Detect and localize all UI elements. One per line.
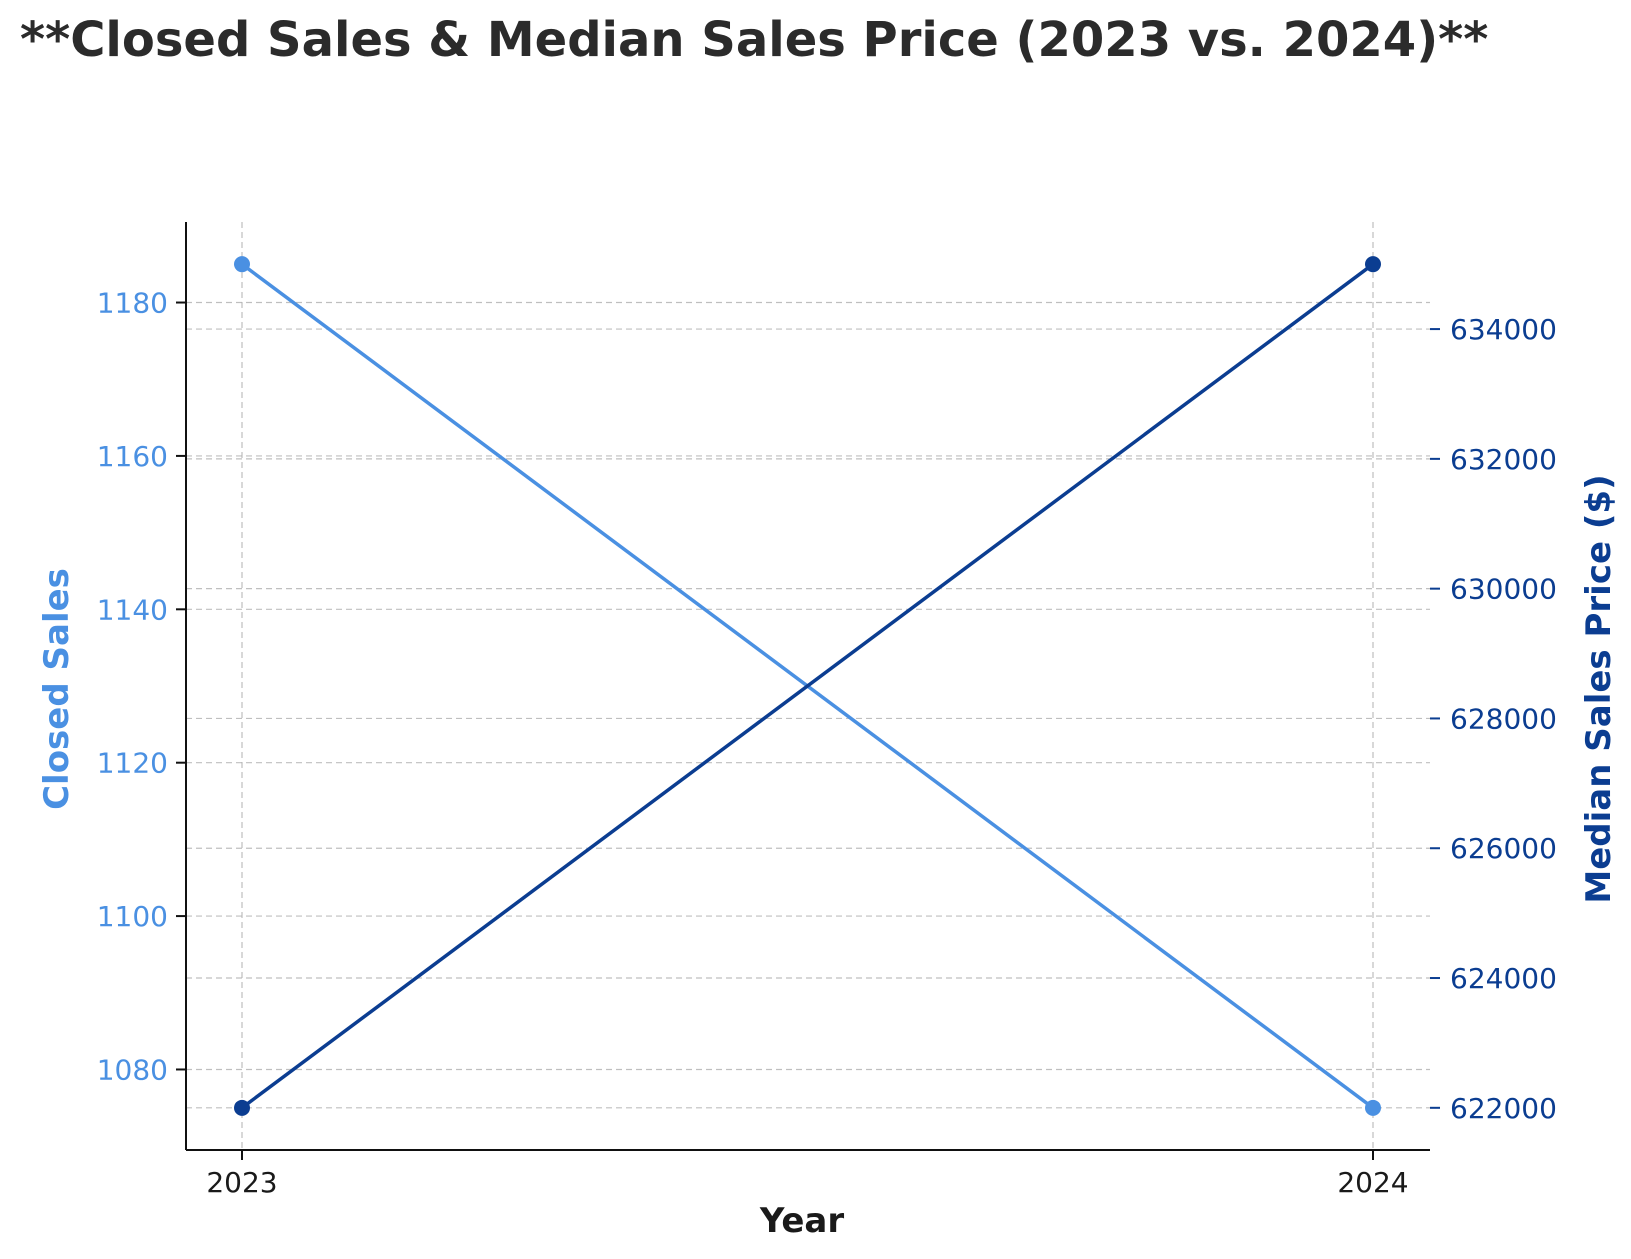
median-price-point-2024 [1365,256,1381,273]
closed-sales-point-2023 [234,256,250,273]
left-y-tick-label: 1140 [97,593,168,626]
grid-lines [186,222,1430,1150]
right-y-tick-label: 634000 [1450,313,1557,346]
right-y-axis-label: Median Sales Price ($) [1579,474,1619,903]
axes [176,222,1440,1160]
left-y-tick-label: 1160 [97,440,168,473]
median-price-point-2023 [234,1099,250,1116]
tick-labels: 2023 2024 1080 1100 1120 1140 1160 1180 622000 62… [97,287,1557,1199]
right-y-tick-label: 622000 [1450,1092,1557,1125]
right-y-tick-label: 626000 [1450,832,1557,865]
x-axis-label: Year [759,1201,845,1241]
left-y-tick-label: 1080 [97,1053,168,1086]
x-tick-label: 2023 [206,1166,277,1199]
right-y-tick-label: 630000 [1450,573,1557,606]
left-y-tick-label: 1180 [97,287,168,320]
right-y-tick-label: 624000 [1450,962,1557,995]
left-y-tick-label: 1100 [97,900,168,933]
x-tick-label: 2024 [1337,1166,1408,1199]
chart-title: **Closed Sales & Median Sales Price (202… [20,12,1489,68]
closed-sales-point-2024 [1365,1099,1381,1116]
left-y-tick-label: 1120 [97,747,168,780]
left-y-axis-label: Closed Sales [37,568,77,810]
series-layer [234,256,1381,1116]
right-y-tick-label: 632000 [1450,443,1557,476]
median-price-line [240,262,1375,1110]
right-y-tick-label: 628000 [1450,702,1557,735]
